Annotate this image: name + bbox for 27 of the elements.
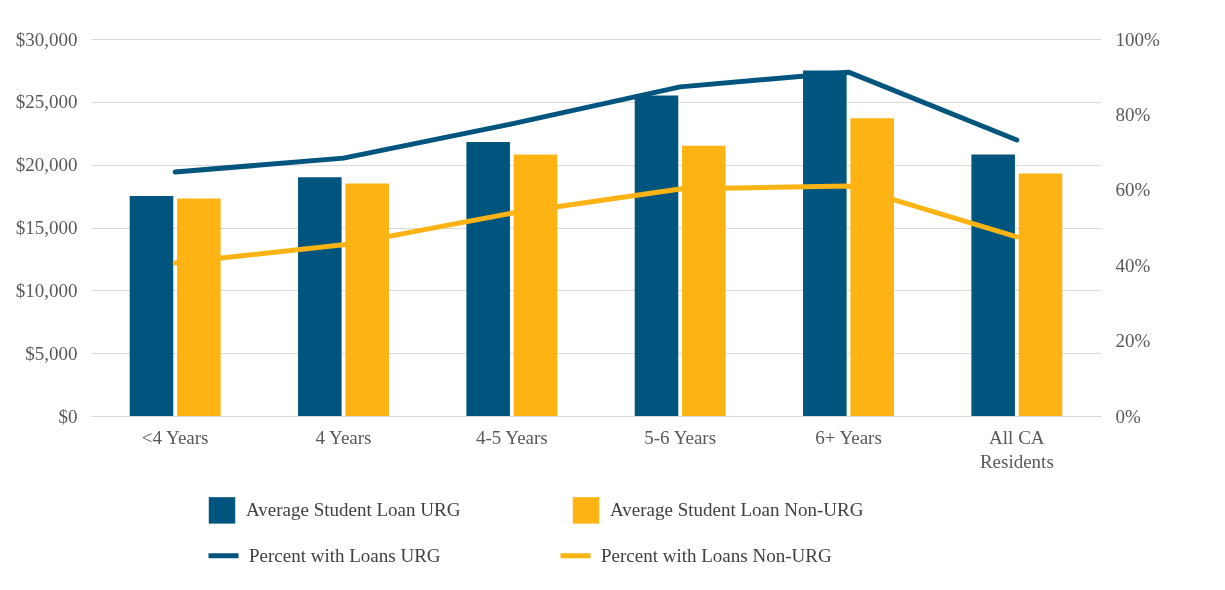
y2-tick-label: 20% — [1115, 330, 1151, 352]
y-tick-label: $15,000 — [15, 217, 78, 238]
y2-tick-label: 80% — [1115, 103, 1151, 125]
legend-label: Average Student Loan Non-URG — [610, 499, 864, 521]
x-tick-label: 5-6 Years — [644, 426, 717, 448]
bar — [298, 177, 342, 416]
x-tick-label: 4-5 Years — [475, 426, 548, 448]
bar — [971, 154, 1015, 416]
x-tick-label: <4 Years — [141, 426, 209, 448]
legend-label: Percent with Loans URG — [249, 544, 441, 566]
y2-tick-label: 60% — [1115, 179, 1151, 201]
y2-tick-label: 40% — [1115, 254, 1151, 276]
x-tick-label: All CA Residents — [979, 426, 1054, 472]
bar — [129, 196, 174, 416]
y-tick-label: $30,000 — [15, 28, 78, 50]
y-tick-label: $25,000 — [15, 91, 78, 113]
y2-tick-label: 0% — [1115, 405, 1141, 427]
x-tick-label: 6+ Years — [815, 426, 882, 448]
y-tick-label: $0 — [58, 405, 78, 427]
legend-label: Average Student Loan URG — [246, 499, 461, 521]
y-tick-label: $20,000 — [15, 154, 78, 176]
legend-label: Percent with Loans Non-URG — [601, 544, 832, 566]
x-tick-label: 4 Years — [315, 426, 372, 448]
y-tick-label: $10,000 — [15, 279, 78, 301]
y2-tick-label: 100% — [1115, 28, 1160, 50]
y-tick-label: $5,000 — [25, 342, 78, 364]
bar — [466, 142, 510, 416]
